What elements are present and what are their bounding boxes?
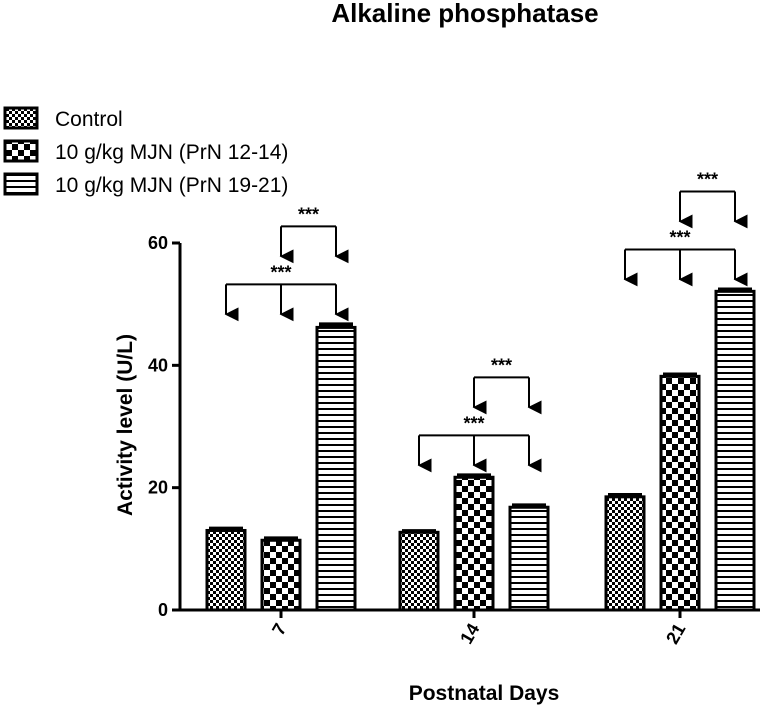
bar-1-2 — [659, 374, 701, 612]
bar-1-1 — [453, 475, 495, 612]
legend-swatch-0 — [3, 106, 39, 130]
sig-label-0-0: *** — [270, 262, 291, 282]
sig-label-0-1: *** — [298, 204, 319, 224]
legend-label-2: 10 g/kg MJN (PrN 19-21) — [55, 174, 288, 197]
bars-group — [205, 287, 756, 612]
legend-label-1: 10 g/kg MJN (PrN 12-14) — [55, 141, 288, 164]
sig-label-2-0: *** — [669, 227, 690, 247]
sig-label-2-1: *** — [697, 169, 718, 189]
significance-group: *** *** *** *** *** *** — [224, 169, 748, 473]
y-tick-label: 40 — [148, 355, 168, 375]
x-tick-label-21: 21 — [662, 620, 689, 647]
x-tick-label-7: 7 — [268, 620, 290, 639]
y-tick-label: 0 — [158, 600, 168, 620]
bar-0-0 — [205, 528, 247, 612]
chart-title: Alkaline phosphatase — [331, 0, 598, 28]
x-axis-label: Postnatal Days — [409, 682, 560, 705]
bar-2-0 — [315, 325, 357, 612]
bar-0-2 — [604, 495, 646, 612]
sig-label-1-0: *** — [463, 413, 484, 433]
x-tick-label-14: 14 — [456, 620, 483, 647]
y-tick-label: 60 — [148, 233, 168, 253]
legend-swatch-1 — [3, 139, 39, 163]
y-tick-label: 20 — [148, 478, 168, 498]
bar-2-2 — [714, 289, 756, 612]
legend-label-0: Control — [55, 108, 123, 131]
legend-swatch-2 — [3, 172, 39, 196]
bar-0-1 — [398, 530, 440, 612]
legend: Control 10 g/kg MJN (PrN 12-14) 10 g/kg MJ… — [3, 106, 288, 197]
bar-1-0 — [260, 538, 302, 612]
bar-2-1 — [508, 505, 550, 612]
y-axis-label: Activity level (U/L) — [114, 334, 137, 516]
sig-label-1-1: *** — [491, 355, 512, 375]
